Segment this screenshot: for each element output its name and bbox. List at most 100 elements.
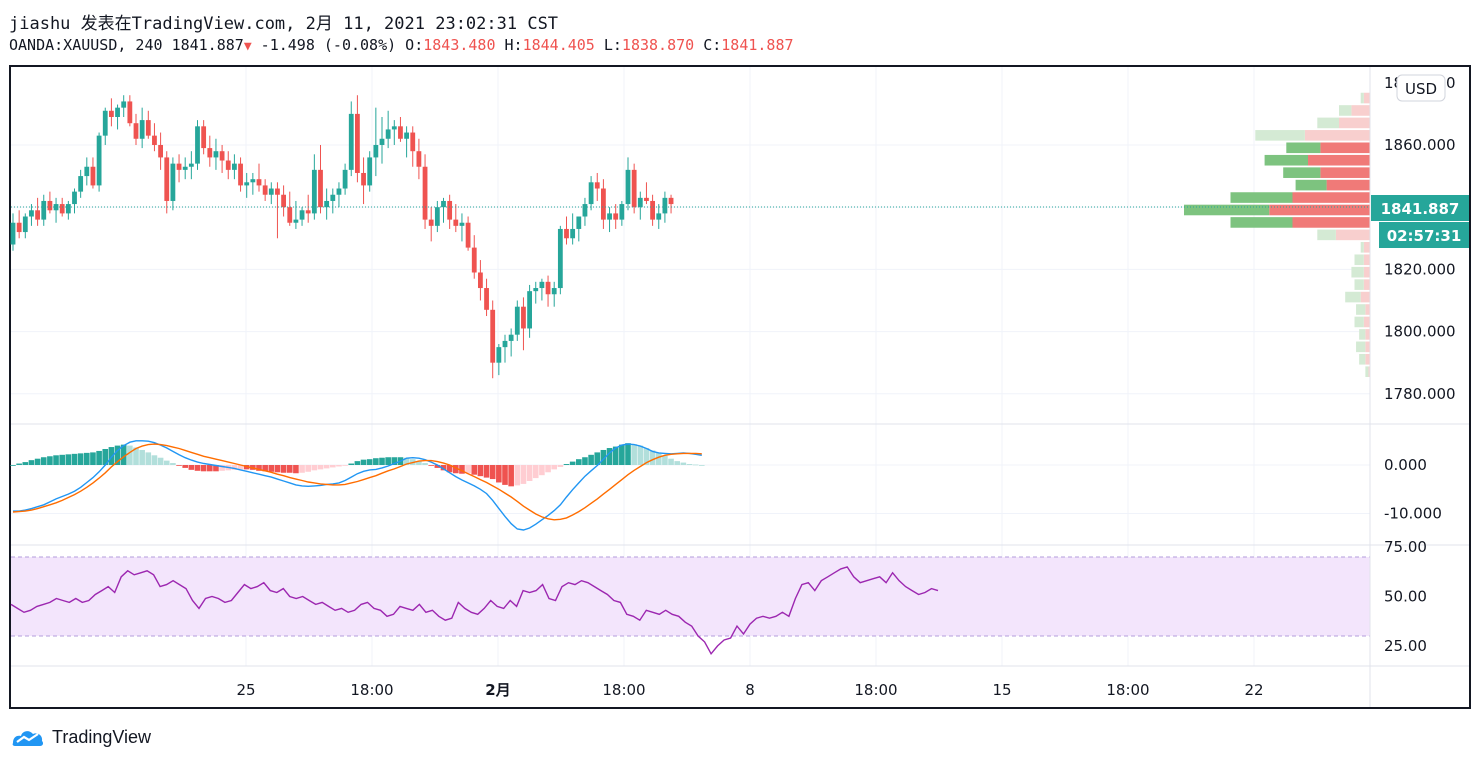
candle-body xyxy=(539,281,545,289)
candle-body xyxy=(459,222,465,226)
macd-histogram-bar xyxy=(631,444,637,465)
price-badge-label: 1841.887 xyxy=(1381,200,1460,218)
volume-profile-up-bar xyxy=(1354,279,1364,290)
macd-histogram-bar xyxy=(10,465,16,466)
macd-histogram-bar xyxy=(293,465,299,474)
macd-histogram-bar xyxy=(182,465,188,468)
macd-histogram-bar xyxy=(502,465,508,485)
macd-line xyxy=(13,440,702,531)
candle-body xyxy=(564,228,569,239)
volume-profile-up-bar xyxy=(1230,192,1293,203)
macd-histogram-bar xyxy=(65,454,72,465)
macd-histogram-bar xyxy=(557,465,564,467)
time-axis-label: 2月 xyxy=(485,681,510,699)
candle-body xyxy=(201,126,207,149)
candle-body xyxy=(29,210,34,217)
currency-button[interactable] xyxy=(1396,74,1446,102)
candle-body xyxy=(293,219,299,223)
macd-histogram-bar xyxy=(366,459,373,465)
time-axis-label: 18:00 xyxy=(854,681,897,699)
currency-button-label[interactable]: USD xyxy=(1405,80,1437,98)
macd-histogram-bar xyxy=(588,454,594,465)
macd-histogram-bar xyxy=(385,457,391,465)
volume-profile-down-bar xyxy=(1304,130,1370,141)
candle-body xyxy=(545,281,551,295)
candle-body xyxy=(213,151,219,158)
macd-histogram-bar xyxy=(170,463,176,465)
macd-histogram-bar xyxy=(477,465,484,477)
macd-histogram-bar xyxy=(53,455,59,465)
macd-histogram-bar xyxy=(625,443,631,465)
candle-body xyxy=(422,166,428,220)
brand-footer[interactable]: TradingView xyxy=(10,724,151,750)
candle-body xyxy=(84,166,90,177)
macd-histogram-bar xyxy=(317,465,324,470)
volume-profile-down-bar xyxy=(1269,204,1370,216)
candle-body xyxy=(59,204,65,214)
candle-body xyxy=(367,157,373,186)
candle-body xyxy=(588,182,594,205)
candle-body xyxy=(281,194,286,208)
macd-histogram-bar xyxy=(428,465,434,466)
author-line: jiashu 发表在TradingView.com, 2月 11, 2021 2… xyxy=(9,14,559,34)
candle-body xyxy=(109,110,114,117)
high-label: H: xyxy=(504,36,523,54)
volume-profile-up-bar xyxy=(1356,304,1366,315)
macd-histogram-bar xyxy=(108,447,115,465)
macd-histogram-bar xyxy=(305,465,311,472)
candle-body xyxy=(582,204,588,217)
macd-histogram-bar xyxy=(403,457,410,465)
volume-profile-down-bar xyxy=(1292,192,1370,203)
macd-axis-label: 0.000 xyxy=(1384,456,1427,474)
ohlc-legend: OANDA:XAUUSD, 240 1841.887▼ -1.498 (-0.0… xyxy=(9,36,794,54)
candle-body xyxy=(355,113,360,173)
candle-body xyxy=(336,188,342,195)
open-value: 1843.480 xyxy=(423,36,496,54)
candle-body xyxy=(176,163,182,170)
macd-histogram-bar xyxy=(139,449,145,465)
candle-body xyxy=(250,179,256,183)
candle-body xyxy=(115,107,120,117)
macd-histogram-bar xyxy=(274,465,281,473)
volume-profile-up-bar xyxy=(1230,217,1293,228)
volume-profile-up-bar xyxy=(1360,92,1364,104)
macd-histogram-bar xyxy=(90,452,96,465)
macd-histogram-bar xyxy=(563,464,570,465)
macd-histogram-bar xyxy=(416,461,422,465)
candle-body xyxy=(576,216,582,229)
candle-body xyxy=(16,222,22,233)
volume-profile-down-bar xyxy=(1351,105,1370,116)
macd-histogram-bar xyxy=(207,465,213,472)
macd-histogram-bar xyxy=(453,465,459,474)
candle-body xyxy=(133,123,139,139)
volume-profile-up-bar xyxy=(1351,266,1364,278)
macd-histogram-bar xyxy=(342,465,348,466)
candle-body xyxy=(447,200,453,220)
macd-histogram-bar xyxy=(576,459,582,465)
candle-body xyxy=(268,188,274,195)
macd-histogram-bar xyxy=(668,458,674,465)
volume-profile-up-bar xyxy=(1339,105,1352,116)
macd-histogram-bar xyxy=(379,457,385,465)
candle-body xyxy=(232,163,237,170)
volume-profile-down-bar xyxy=(1365,304,1370,315)
candle-body xyxy=(305,210,311,214)
candle-body xyxy=(434,207,440,226)
candle-body xyxy=(225,160,231,170)
candle-body xyxy=(527,291,532,329)
candle-body xyxy=(238,163,243,186)
volume-profile-down-bar xyxy=(1335,229,1370,241)
candle-body xyxy=(139,120,145,139)
price-axis-label: 1780.000 xyxy=(1384,385,1456,403)
macd-histogram-bar xyxy=(28,460,35,465)
candle-body xyxy=(465,222,471,248)
volume-profile-up-bar xyxy=(1345,291,1361,303)
time-axis-label: 18:00 xyxy=(1106,681,1149,699)
volume-profile-up-bar xyxy=(1264,154,1308,166)
volume-profile-down-bar xyxy=(1339,117,1370,129)
candle-body xyxy=(557,228,563,289)
rsi-axis-label: 25.00 xyxy=(1384,637,1427,655)
macd-histogram-bar xyxy=(655,452,662,465)
candle-body xyxy=(182,166,188,170)
